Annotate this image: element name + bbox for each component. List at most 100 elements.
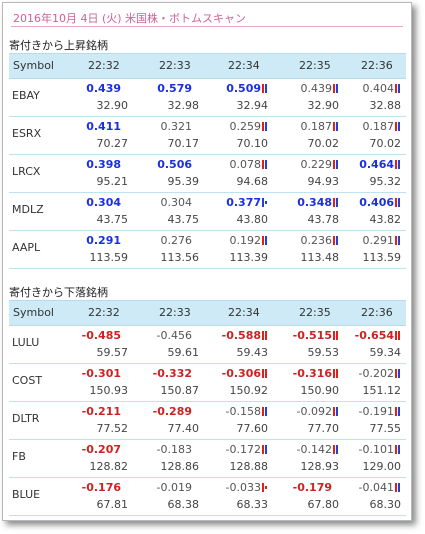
symbol-label[interactable]: LRCX [12, 165, 41, 178]
change-value: 0.187 [300, 120, 333, 133]
trend-marker-icon [395, 368, 401, 378]
change-percent: 0.509 [198, 82, 268, 95]
change-value: -0.301 [81, 367, 121, 380]
change-percent: -0.019 [129, 481, 199, 494]
change-percent: 0.236 [269, 234, 339, 247]
price-value: 59.43 [236, 346, 269, 359]
change-percent: 0.321 [129, 120, 199, 133]
symbol-label[interactable]: AAPL [12, 241, 41, 254]
trend-marker-icon [333, 83, 339, 93]
column-header-time: 22:33 [159, 59, 191, 72]
change-value: 0.406 [359, 196, 394, 209]
change-percent: -0.183 [129, 443, 199, 456]
table-header: Symbol 22:32 22:33 22:34 22:35 22:36 [9, 53, 406, 79]
price-value: 70.02 [369, 137, 402, 150]
table-row[interactable]: BLUE -0.176 67.81 -0.019 68.38 -0.033 68.33 -0.… [9, 478, 406, 516]
symbol-label[interactable]: COST [12, 374, 43, 387]
trend-marker-icon [395, 159, 401, 169]
trend-marker-icon [262, 121, 268, 131]
change-value: 0.439 [86, 82, 121, 95]
change-value: -0.654 [354, 329, 394, 342]
symbol-label[interactable]: MDLZ [12, 203, 44, 216]
table-row[interactable]: ESRX 0.411 70.27 0.321 70.17 0.259 70.10 0.187 7… [9, 117, 406, 155]
table-row[interactable]: LRCX 0.398 95.21 0.506 95.39 0.078 94.68 0.229 9… [9, 155, 406, 193]
column-header-time: 22:32 [88, 306, 120, 319]
change-value: 0.348 [297, 196, 332, 209]
change-percent: 0.404 [331, 82, 401, 95]
change-value: 0.276 [160, 234, 193, 247]
symbol-label[interactable]: LULU [12, 336, 40, 349]
change-value: 0.078 [229, 158, 262, 171]
trend-marker-icon [395, 83, 401, 93]
symbol-label[interactable]: ESRX [12, 127, 42, 140]
change-percent: 0.377 [198, 196, 268, 209]
change-value: -0.316 [292, 367, 332, 380]
symbol-label[interactable]: FB [12, 450, 26, 463]
trend-marker-icon [333, 159, 339, 169]
table-row[interactable]: AAPL 0.291 113.59 0.276 113.56 0.192 113.39 0.2… [9, 231, 406, 269]
change-value: 0.579 [157, 82, 192, 95]
price-value: 128.86 [160, 460, 200, 473]
trend-marker-icon [262, 83, 268, 93]
change-value: 0.229 [300, 158, 333, 171]
page-title: 2016年10月 4日 (火) 米国株・ボトムスキャン [13, 12, 247, 25]
price-value: 32.88 [369, 99, 402, 112]
symbol-label[interactable]: DLTR [12, 412, 40, 425]
price-value: 94.68 [236, 175, 269, 188]
change-value: -0.019 [156, 481, 192, 494]
change-value: -0.191 [358, 405, 394, 418]
change-value: -0.211 [81, 405, 121, 418]
table-row[interactable]: DLTR -0.211 77.52 -0.289 77.40 -0.158 77.60 -0.… [9, 402, 406, 440]
change-value: -0.515 [292, 329, 332, 342]
price-value: 113.39 [229, 251, 269, 264]
price-value: 95.21 [96, 175, 129, 188]
price-value: 67.81 [96, 498, 129, 511]
change-percent: 0.078 [198, 158, 268, 171]
trend-marker-icon [333, 444, 339, 454]
column-header-symbol: Symbol [13, 59, 54, 72]
price-value: 95.39 [167, 175, 200, 188]
price-value: 70.10 [236, 137, 269, 150]
price-value: 129.00 [362, 460, 402, 473]
change-percent: -0.456 [129, 329, 199, 342]
price-value: 32.98 [167, 99, 200, 112]
price-value: 32.90 [96, 99, 129, 112]
column-header-symbol: Symbol [13, 306, 54, 319]
column-header-time: 22:33 [159, 306, 191, 319]
change-value: 0.187 [362, 120, 395, 133]
table-row[interactable]: FB -0.207 128.82 -0.183 128.86 -0.172 128.88 -0… [9, 440, 406, 478]
price-value: 77.60 [236, 422, 269, 435]
price-value: 59.57 [96, 346, 129, 359]
table-row[interactable]: EBAY 0.439 32.90 0.579 32.98 0.509 32.94 0.439 3… [9, 79, 406, 117]
change-percent: -0.332 [129, 367, 199, 380]
symbol-label[interactable]: EBAY [12, 89, 40, 102]
table-row[interactable]: LULU -0.485 59.57 -0.456 59.61 -0.588 59.43 -0.… [9, 326, 406, 364]
trend-marker-icon [395, 444, 401, 454]
gainers-section-title: 寄付きから上昇銘柄 [9, 39, 108, 52]
table-row[interactable]: MDLZ 0.304 43.75 0.304 43.75 0.377 43.80 0.348 4… [9, 193, 406, 231]
trend-marker-icon [333, 406, 339, 416]
price-value: 150.90 [300, 384, 340, 397]
change-percent: -0.041 [331, 481, 401, 494]
trend-marker-icon [262, 482, 268, 492]
price-value: 77.70 [307, 422, 340, 435]
change-percent: 0.579 [129, 82, 199, 95]
price-value: 70.02 [307, 137, 340, 150]
change-value: 0.291 [86, 234, 121, 247]
change-value: -0.142 [296, 443, 332, 456]
losers-table: Symbol 22:32 22:33 22:34 22:35 22:36 LULU -0.48… [9, 300, 406, 516]
change-percent: 0.276 [129, 234, 199, 247]
symbol-label[interactable]: BLUE [12, 488, 41, 501]
trend-marker-icon [262, 444, 268, 454]
column-header-time: 22:35 [299, 306, 331, 319]
change-value: -0.306 [221, 367, 261, 380]
column-header-time: 22:34 [228, 306, 260, 319]
table-row[interactable]: COST -0.301 150.93 -0.332 150.87 -0.306 150.92… [9, 364, 406, 402]
price-value: 77.40 [167, 422, 200, 435]
change-percent: 0.291 [58, 234, 128, 247]
change-percent: 0.411 [58, 120, 128, 133]
change-percent: -0.654 [331, 329, 401, 342]
change-percent: -0.306 [198, 367, 268, 380]
price-value: 150.92 [229, 384, 269, 397]
trend-marker-icon [395, 197, 401, 207]
